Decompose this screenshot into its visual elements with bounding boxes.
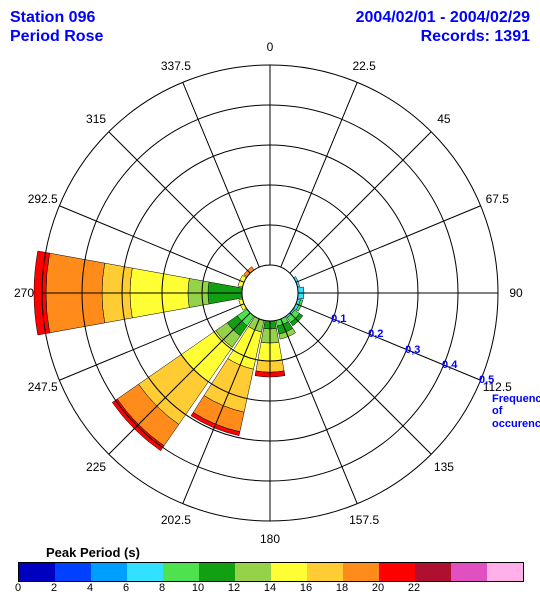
angle-label: 45 <box>437 112 450 126</box>
legend-title: Peak Period (s) <box>46 545 522 560</box>
legend-swatch <box>19 563 55 581</box>
rose-svg <box>0 15 540 535</box>
frequency-axis-label: Frequencyofoccurence <box>492 393 540 429</box>
angle-label: 67.5 <box>486 192 509 206</box>
legend-tick: 2 <box>51 582 57 594</box>
legend-tick: 14 <box>264 582 276 594</box>
angle-label: 22.5 <box>352 59 375 73</box>
angle-label: 157.5 <box>349 513 379 527</box>
legend-swatch <box>163 563 199 581</box>
legend-swatch <box>199 563 235 581</box>
legend-swatch <box>91 563 127 581</box>
angle-label: 180 <box>260 532 280 546</box>
angle-label: 135 <box>434 460 454 474</box>
legend-ticks: 0 2 4 6 8 10 12 14 16 18 20 22 <box>18 582 522 596</box>
legend-swatch <box>379 563 415 581</box>
angle-label: 0 <box>267 40 274 54</box>
rose-plot: 022.54567.590112.5135157.5180202.5225247… <box>0 15 540 535</box>
angle-label: 247.5 <box>28 380 58 394</box>
legend-swatch <box>307 563 343 581</box>
legend-swatch <box>55 563 91 581</box>
angle-label: 90 <box>509 286 522 300</box>
legend-swatch <box>343 563 379 581</box>
legend-tick: 4 <box>87 582 93 594</box>
legend-tick: 10 <box>192 582 204 594</box>
legend-tick: 6 <box>123 582 129 594</box>
legend-swatch <box>415 563 451 581</box>
ring-label: 0,3 <box>405 344 420 356</box>
angle-label: 202.5 <box>161 513 191 527</box>
ring-label: 0,4 <box>442 359 457 371</box>
angle-label: 225 <box>86 460 106 474</box>
legend-tick: 20 <box>372 582 384 594</box>
legend-tick: 8 <box>159 582 165 594</box>
angle-label: 270 <box>14 286 34 300</box>
legend-tick: 18 <box>336 582 348 594</box>
legend-swatch <box>271 563 307 581</box>
legend-swatch <box>127 563 163 581</box>
legend: Peak Period (s) 0 2 4 6 8 10 12 14 16 18 20 22 <box>18 545 522 596</box>
legend-swatch <box>451 563 487 581</box>
angle-label: 315 <box>86 112 106 126</box>
ring-label: 0,1 <box>331 313 346 325</box>
angle-label: 292.5 <box>28 192 58 206</box>
legend-tick: 0 <box>15 582 21 594</box>
angle-label: 337.5 <box>161 59 191 73</box>
legend-swatch <box>487 563 523 581</box>
legend-colorbar <box>18 562 524 582</box>
legend-tick: 12 <box>228 582 240 594</box>
legend-tick: 22 <box>408 582 420 594</box>
ring-label: 0,2 <box>368 328 383 340</box>
legend-tick: 16 <box>300 582 312 594</box>
legend-swatch <box>235 563 271 581</box>
ring-label: 0,5 <box>479 374 494 386</box>
